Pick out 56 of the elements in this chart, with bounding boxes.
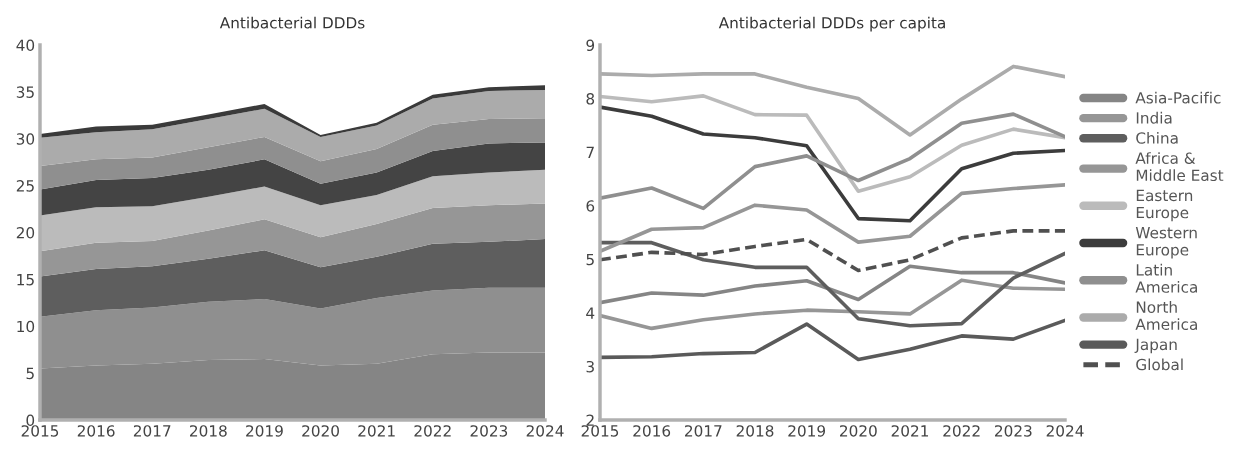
y-tick-label: 5 <box>586 253 594 266</box>
y-tick-label: 15 <box>17 274 34 286</box>
line-series <box>600 240 1065 328</box>
legend-label: India <box>1136 111 1172 124</box>
x-tick-label: 2017 <box>685 425 722 437</box>
x-tick-label: 2016 <box>77 425 115 437</box>
x-tick-label: 2019 <box>246 425 283 437</box>
x-tick-label: 2018 <box>736 425 774 437</box>
y-tick-label: 35 <box>16 86 34 98</box>
x-tick-label: 2022 <box>943 425 980 437</box>
y-tick-label: 25 <box>16 180 34 192</box>
chart-title: Antibacterial DDDs <box>219 16 365 29</box>
x-tick-label: 2020 <box>840 425 877 437</box>
legend-label: Eastern Europe <box>1136 189 1193 222</box>
legend-label: North America <box>1135 301 1197 331</box>
legend-label: Western Europe <box>1135 227 1197 259</box>
y-tick-label: 4 <box>586 307 595 319</box>
x-tick-label: 2020 <box>302 425 339 437</box>
y-tick-label: 3 <box>586 360 594 373</box>
line-series <box>600 112 1065 211</box>
y-tick-label: 8 <box>586 93 595 105</box>
x-tick-label: 2016 <box>633 425 671 437</box>
y-tick-label: 9 <box>586 39 595 52</box>
x-tick-label: 2017 <box>133 425 171 437</box>
x-tick-label: 2019 <box>788 425 826 437</box>
line-series <box>600 183 1065 254</box>
line-series <box>600 278 1065 331</box>
legend-label: Global <box>1136 358 1183 371</box>
line-series <box>600 318 1065 362</box>
y-tick-label: 30 <box>16 133 35 145</box>
legend-label: Asia-Pacific <box>1135 91 1221 104</box>
x-tick-label: 2015 <box>21 425 59 437</box>
legend-label: Latin America <box>1135 263 1197 293</box>
y-tick-label: 6 <box>586 200 595 212</box>
y-tick-label: 2 <box>586 414 594 426</box>
x-tick-label: 2024 <box>1046 425 1084 437</box>
y-tick-label: 20 <box>16 226 35 239</box>
x-tick-label: 2015 <box>581 425 619 437</box>
legend-label: Japan <box>1134 338 1177 354</box>
x-tick-label: 2022 <box>414 425 451 437</box>
legend-label: Africa & Middle East <box>1135 152 1224 182</box>
chart-title: Antibacterial DDDs per capita <box>718 16 945 32</box>
x-tick-label: 2018 <box>190 425 227 437</box>
legend-label: China <box>1136 132 1178 144</box>
line-series <box>600 229 1065 273</box>
y-tick-label: 10 <box>17 320 35 333</box>
x-tick-label: 2021 <box>891 425 929 437</box>
x-tick-label: 2023 <box>995 425 1032 437</box>
x-tick-label: 2024 <box>526 425 564 437</box>
x-tick-label: 2021 <box>358 425 395 437</box>
y-tick-label: 7 <box>586 146 594 158</box>
y-tick-label: 5 <box>26 367 34 380</box>
line-series <box>600 264 1065 305</box>
x-tick-label: 2023 <box>470 425 508 437</box>
line-series <box>600 105 1065 223</box>
y-tick-label: 40 <box>16 39 35 52</box>
